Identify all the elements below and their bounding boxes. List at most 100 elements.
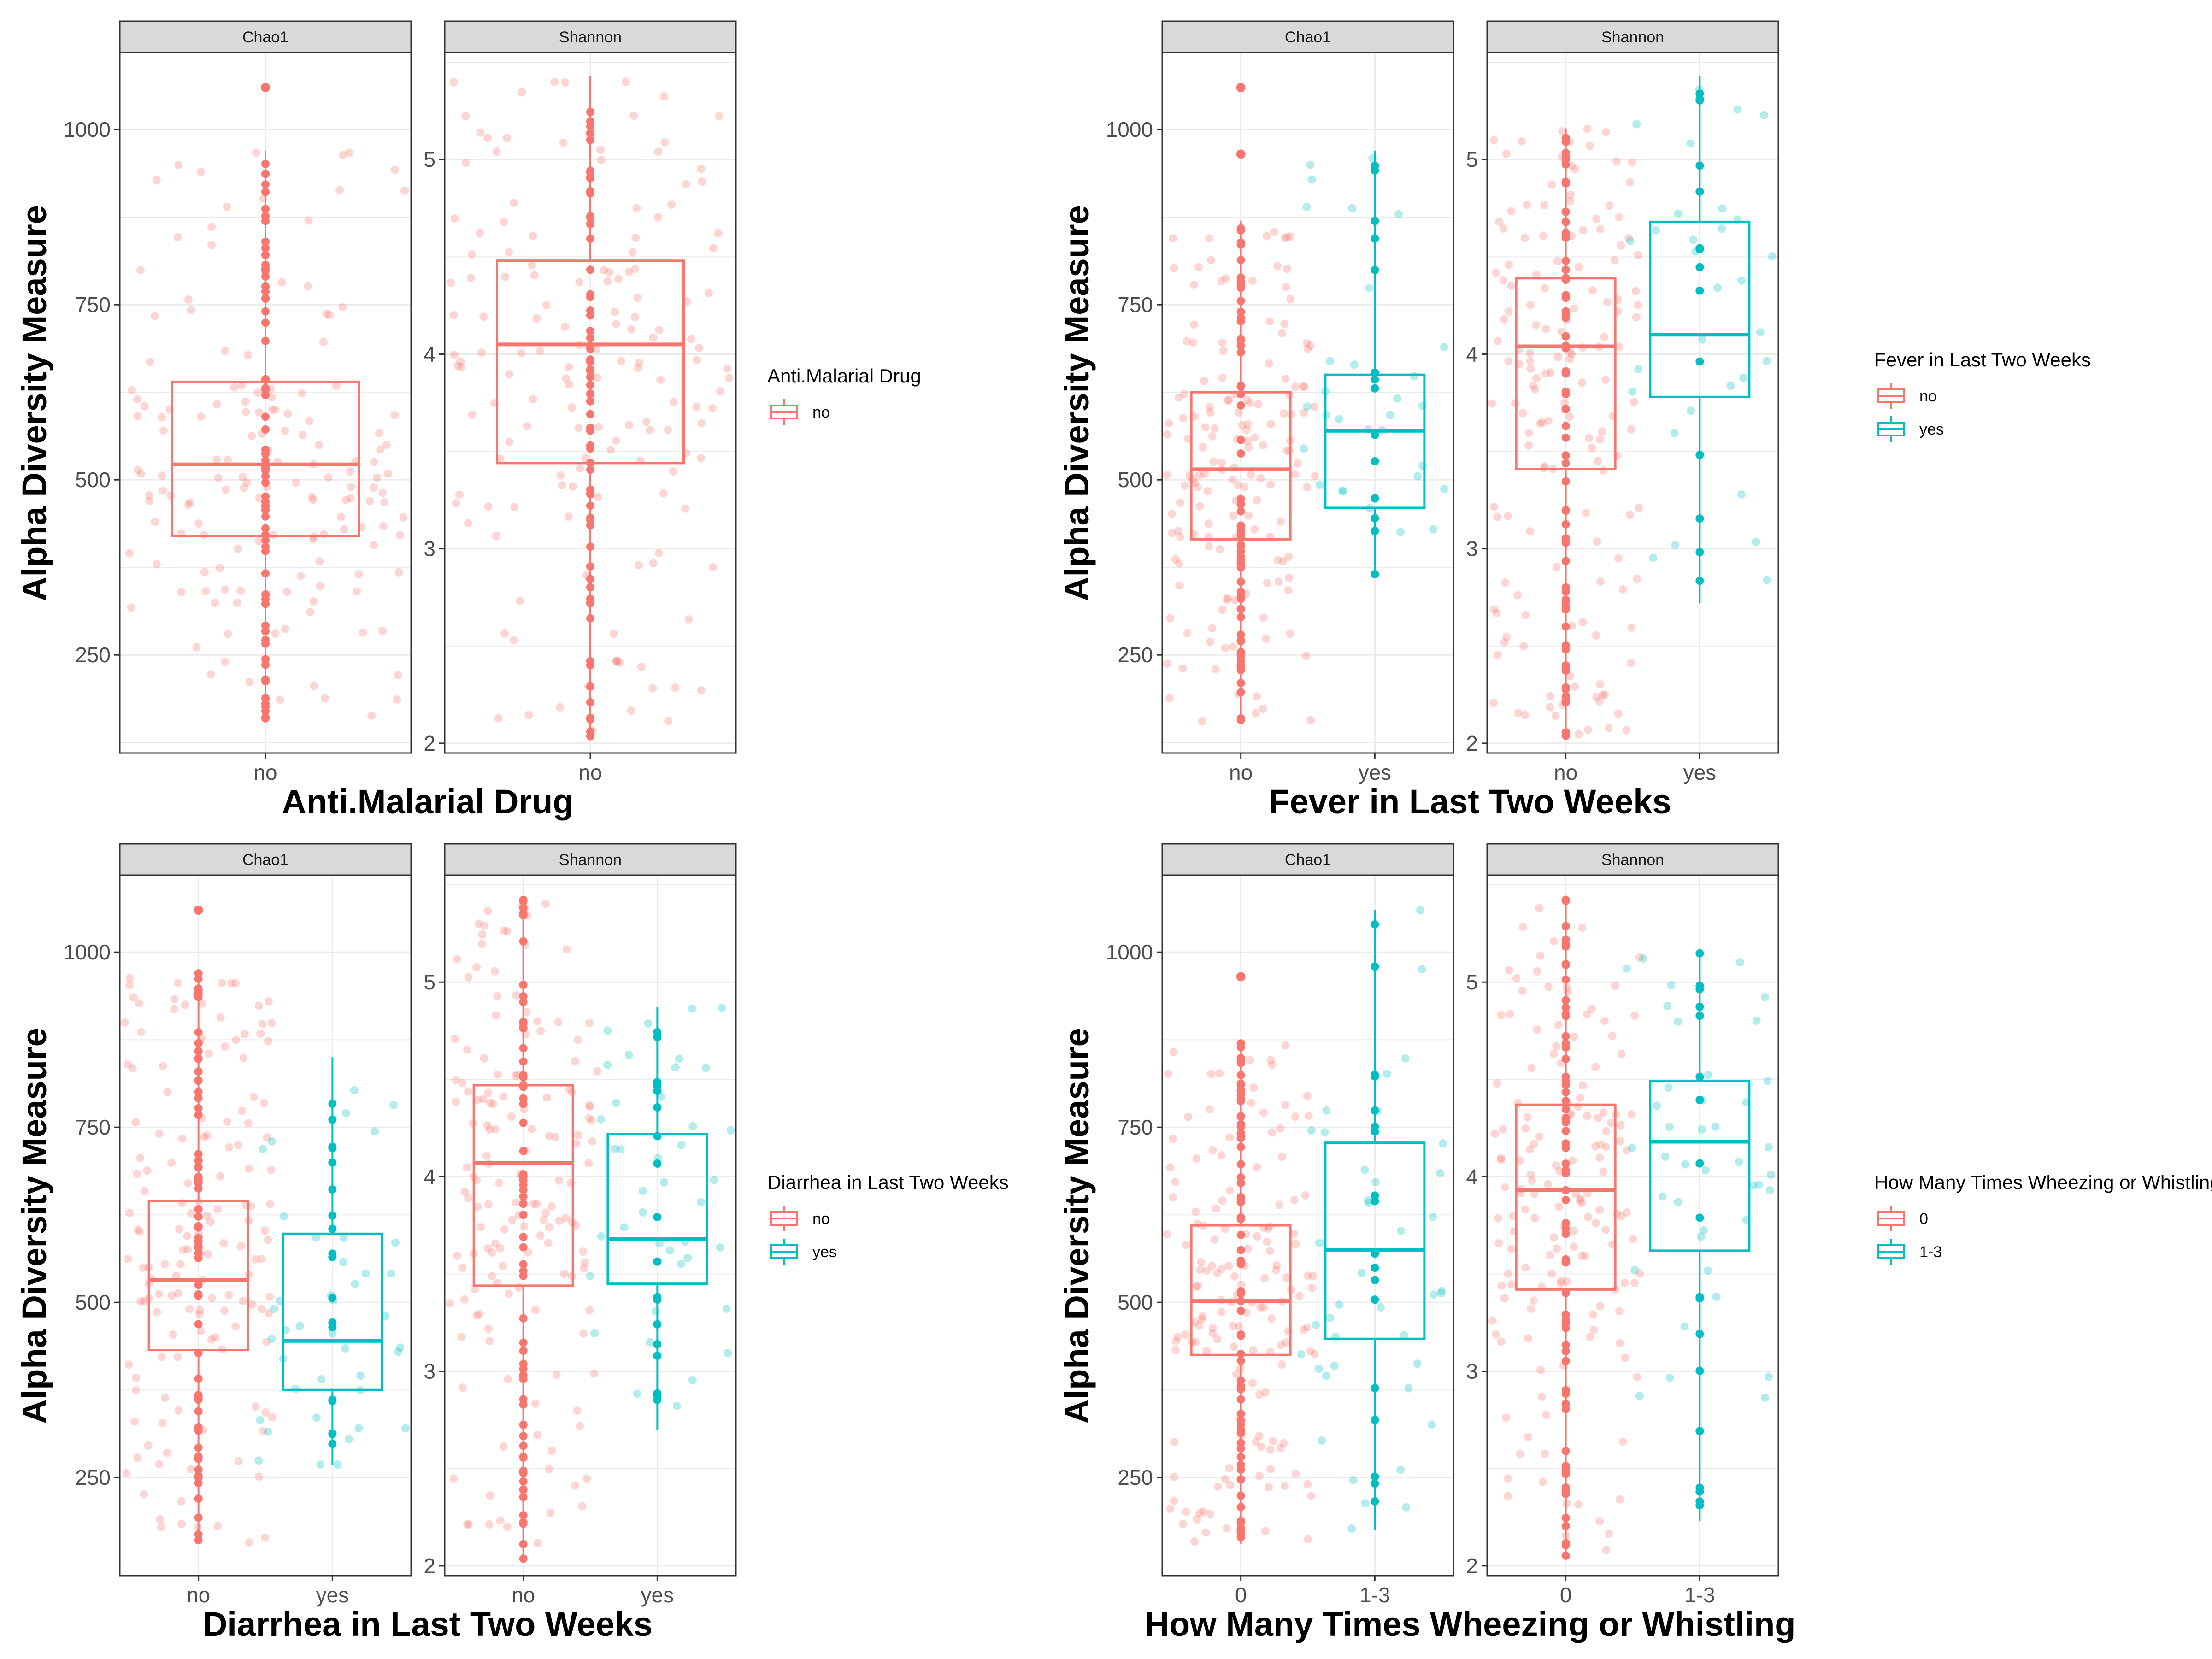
data-point (516, 597, 524, 606)
data-point (1553, 1244, 1561, 1253)
data-point (1505, 966, 1513, 975)
data-point (267, 1018, 276, 1027)
data-point (1278, 329, 1287, 338)
data-point (1592, 631, 1600, 640)
data-point (208, 1294, 217, 1303)
data-point (527, 261, 536, 270)
data-point (554, 1018, 563, 1026)
data-point (533, 1430, 541, 1439)
data-point (1489, 605, 1498, 614)
data-point (1303, 1480, 1312, 1488)
data-point (1377, 1303, 1385, 1312)
data-point (1253, 496, 1261, 505)
data-point (1206, 637, 1215, 646)
data-point (541, 900, 550, 908)
data-point (486, 1099, 494, 1107)
data-point (580, 1264, 588, 1273)
data-point (476, 128, 485, 137)
data-point (631, 234, 640, 242)
box (1649, 1080, 1751, 1252)
panel-chao1: Chao1 250 500 750 1000 no yes (64, 843, 412, 1607)
data-point (453, 1251, 461, 1260)
data-point (687, 335, 696, 344)
data-point (150, 312, 159, 321)
data-point (1179, 414, 1188, 423)
data-point (519, 1172, 528, 1181)
data-point (1208, 432, 1217, 441)
data-point (590, 1369, 599, 1378)
data-point (1704, 1266, 1712, 1275)
data-point (173, 233, 182, 241)
data-point (1206, 1509, 1214, 1518)
data-point (306, 607, 315, 616)
data-point (305, 417, 313, 425)
box-yes (1626, 76, 1777, 603)
data-point (159, 1062, 167, 1071)
data-point (1576, 1196, 1584, 1205)
data-point (1635, 1269, 1644, 1278)
data-point (1626, 237, 1635, 246)
data-point (1174, 527, 1183, 535)
data-point (1264, 1224, 1272, 1233)
plot-background (445, 875, 736, 1576)
data-point (1514, 708, 1523, 717)
data-point (1595, 1206, 1604, 1214)
data-point (486, 1491, 494, 1500)
data-point (1303, 1271, 1312, 1280)
data-point (400, 186, 409, 195)
data-point (578, 1502, 587, 1511)
data-point (1526, 527, 1535, 536)
data-point (1210, 1235, 1219, 1244)
data-point (1630, 398, 1638, 406)
data-point (213, 1205, 222, 1214)
data-point (1601, 1225, 1610, 1234)
data-point (393, 695, 401, 704)
data-point (612, 657, 621, 665)
data-point (1701, 1166, 1710, 1175)
box (1515, 277, 1617, 471)
data-point (133, 1453, 142, 1462)
data-point (1587, 1005, 1596, 1013)
data-point (144, 1441, 153, 1450)
legend-title: Anti.Malarial Drug (767, 365, 921, 387)
data-point (216, 564, 224, 572)
data-point (1217, 1265, 1226, 1273)
data-point (1686, 406, 1695, 415)
data-point (1276, 517, 1285, 526)
data-point (634, 364, 642, 372)
data-point (1596, 577, 1605, 586)
data-point (152, 176, 161, 185)
data-point (1524, 441, 1533, 450)
data-point (653, 213, 662, 222)
data-point (308, 493, 317, 501)
data-point (379, 522, 388, 530)
legend-label: no (1919, 388, 1937, 405)
data-point (153, 1308, 161, 1317)
data-point (1280, 1482, 1289, 1490)
data-point (505, 248, 513, 257)
data-point (657, 1092, 666, 1101)
box-no (1487, 124, 1643, 740)
data-point (1307, 175, 1316, 184)
data-point (223, 202, 231, 211)
data-point (586, 327, 594, 335)
data-point (1634, 300, 1642, 309)
data-point (1279, 409, 1288, 418)
data-point (332, 382, 341, 390)
data-point (241, 397, 250, 406)
data-point (586, 381, 594, 389)
data-point (125, 1208, 134, 1217)
data-point (1503, 512, 1512, 520)
data-point (396, 531, 405, 540)
data-point (132, 1373, 141, 1382)
data-point (1163, 659, 1171, 668)
data-point (1616, 1495, 1624, 1504)
data-point (1500, 1294, 1509, 1303)
data-point (1219, 347, 1228, 355)
data-point (1221, 1475, 1230, 1483)
data-point (1635, 953, 1644, 962)
data-point (1695, 286, 1704, 295)
data-point (1429, 525, 1438, 534)
data-point (688, 1376, 697, 1385)
data-point (544, 1239, 553, 1247)
